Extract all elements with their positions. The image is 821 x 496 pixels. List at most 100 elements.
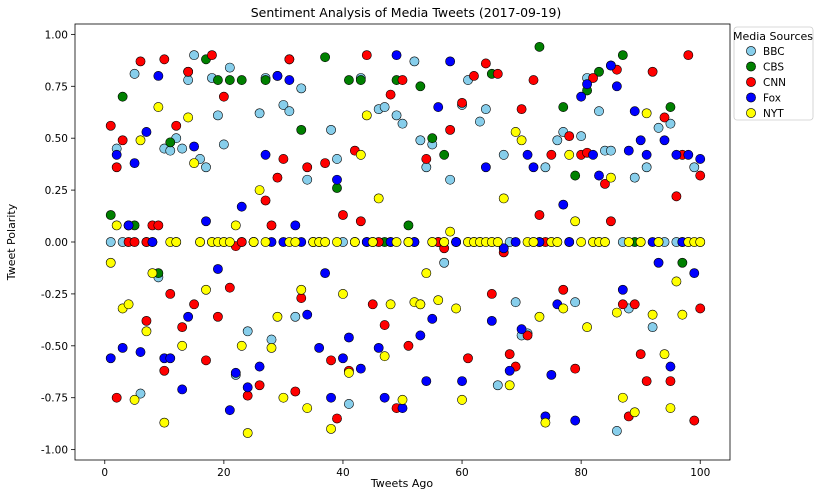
point-nyt (230, 220, 241, 231)
point-fox (427, 313, 438, 324)
point-fox (338, 353, 348, 364)
point-fox (153, 71, 164, 81)
point-cnn (153, 220, 164, 231)
point-bbc (540, 162, 551, 173)
y-tick-label: 0.00 (45, 237, 68, 249)
point-cnn (635, 349, 646, 360)
point-cbs (403, 220, 414, 231)
legend-label-nyt: NYT (763, 108, 784, 120)
point-nyt (439, 237, 450, 247)
point-bbc (290, 311, 301, 322)
point-cbs (296, 124, 307, 135)
point-nyt (570, 216, 581, 227)
point-fox (480, 162, 491, 173)
point-nyt (195, 237, 205, 247)
point-cnn (189, 299, 199, 310)
point-fox (576, 91, 587, 102)
legend-marker-cnn (746, 77, 756, 87)
point-nyt (677, 309, 688, 320)
point-cbs (344, 75, 354, 85)
point-nyt (189, 158, 199, 169)
point-nyt (433, 295, 444, 306)
point-cnn (171, 120, 182, 131)
point-fox (570, 415, 581, 426)
point-nyt (415, 299, 426, 310)
point-cnn (165, 289, 176, 299)
point-cnn (117, 135, 128, 146)
point-cnn (397, 75, 408, 85)
point-cnn (242, 390, 253, 401)
point-cnn (135, 56, 146, 67)
point-nyt (248, 237, 259, 247)
point-nyt (516, 135, 527, 146)
point-nyt (361, 110, 372, 121)
point-nyt (129, 394, 140, 405)
point-fox (582, 79, 592, 90)
point-fox (147, 237, 158, 247)
point-nyt (135, 135, 146, 146)
y-tick-label: -0.75 (41, 393, 68, 405)
point-cnn (218, 91, 229, 102)
point-nyt (141, 326, 152, 337)
point-cnn (213, 311, 223, 322)
point-nyt (373, 193, 384, 204)
point-bbc (552, 135, 563, 146)
point-fox (606, 60, 616, 71)
point-cbs (105, 210, 116, 220)
point-bbc (415, 135, 426, 146)
point-cnn (224, 282, 235, 293)
point-cnn (403, 340, 414, 351)
point-cbs (558, 102, 569, 112)
point-bbc (302, 174, 313, 185)
y-tick-label: 0.75 (45, 81, 68, 93)
point-nyt (326, 423, 336, 434)
point-nyt (695, 237, 706, 247)
point-cnn (266, 220, 277, 231)
y-tick-label: -0.25 (41, 289, 68, 301)
point-fox (302, 309, 313, 320)
point-bbc (439, 257, 450, 268)
point-cnn (355, 216, 366, 227)
point-cnn (600, 178, 610, 189)
point-fox (236, 201, 247, 212)
point-cnn (207, 50, 217, 61)
point-bbc (475, 116, 485, 127)
point-cnn (159, 365, 170, 376)
point-cnn (534, 210, 545, 220)
point-fox (510, 237, 521, 247)
x-tick-label: 100 (690, 467, 710, 479)
legend-marker-bbc (746, 46, 756, 56)
point-cnn (141, 315, 152, 326)
point-cbs (355, 75, 366, 85)
point-fox (504, 365, 515, 376)
point-bbc (570, 297, 581, 308)
point-bbc (379, 102, 390, 112)
point-nyt (534, 311, 545, 322)
point-cnn (528, 75, 539, 85)
point-fox (421, 376, 432, 387)
point-cnn (480, 58, 491, 69)
point-cnn (111, 392, 122, 403)
point-cbs (677, 257, 688, 268)
legend-marker-fox (746, 92, 756, 103)
point-cnn (290, 386, 301, 397)
point-cnn (421, 154, 432, 164)
point-nyt (397, 394, 408, 405)
point-nyt (659, 349, 670, 360)
point-cnn (504, 349, 515, 360)
point-nyt (147, 268, 158, 279)
point-nyt (236, 340, 247, 351)
point-bbc (165, 145, 176, 156)
point-nyt (344, 367, 354, 378)
point-fox (201, 216, 211, 227)
point-cnn (183, 66, 194, 77)
point-nyt (492, 237, 503, 247)
point-nyt (647, 309, 658, 320)
point-cnn (659, 112, 670, 123)
point-bbc (177, 143, 188, 154)
point-fox (588, 149, 598, 160)
point-bbc (201, 162, 211, 173)
point-fox (355, 363, 366, 374)
point-fox (326, 392, 336, 403)
point-fox (320, 268, 330, 279)
